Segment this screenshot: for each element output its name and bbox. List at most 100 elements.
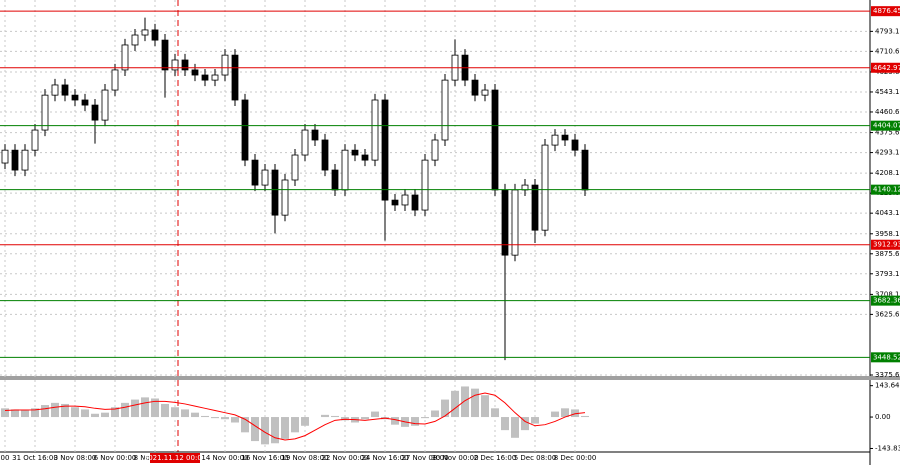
histogram-bar: [81, 409, 89, 418]
histogram-bar: [431, 410, 439, 418]
candle-body: [61, 84, 69, 96]
y-tick-label: 4460.60: [875, 108, 900, 116]
x-tick-label: 27 Nov 08:00: [401, 454, 448, 462]
candle-body: [151, 29, 159, 41]
histogram-bar: [231, 417, 239, 423]
candle-body: [111, 69, 119, 91]
histogram-bar: [581, 415, 589, 418]
candle-body: [131, 34, 139, 46]
candle-body: [41, 94, 49, 131]
histogram-bar: [241, 417, 249, 433]
y-tick-label: 4208.10: [875, 169, 900, 177]
candle-body: [301, 129, 309, 156]
candle-body: [361, 154, 369, 161]
y-tick-label: 4293.10: [875, 149, 900, 157]
histogram-bar: [301, 417, 309, 426]
x-tick-label: 30 Nov 00:00: [431, 454, 478, 462]
candle-body: [191, 69, 199, 76]
histogram-bar: [141, 397, 149, 418]
level-label-box: [871, 352, 900, 363]
y-tick-label: 3708.10: [875, 290, 900, 298]
histogram-bar: [41, 405, 49, 418]
y-tick-label: 4375.60: [875, 129, 900, 137]
candle-body: [391, 199, 399, 206]
histogram-bar: [201, 415, 209, 418]
candle-body: [541, 144, 549, 231]
y-tick-label: 3958.10: [875, 230, 900, 238]
level-label: 4642.97: [873, 64, 900, 72]
histogram-bar: [391, 417, 399, 425]
candle-body: [441, 79, 449, 141]
candle-body: [571, 139, 579, 151]
level-label: 3448.52: [873, 353, 900, 361]
x-tick-label: 2 Dec 16:00: [474, 454, 517, 462]
level-label-box: [871, 6, 900, 17]
histogram-bar: [111, 407, 119, 418]
histogram-bar: [321, 414, 329, 418]
candle-body: [141, 29, 149, 36]
histogram-bar: [281, 417, 289, 439]
histogram-bar: [341, 417, 349, 421]
candle-body: [161, 39, 169, 71]
histogram-bar: [271, 417, 279, 444]
level-label: 3682.36: [873, 297, 900, 305]
candle-body: [171, 59, 179, 71]
candle-body: [401, 194, 409, 206]
x-tick-label: 3 Nov 08:00: [54, 454, 97, 462]
histogram-bar: [61, 403, 69, 418]
candle-body: [241, 99, 249, 161]
level-label: 4876.45: [873, 7, 900, 15]
candle-body: [281, 179, 289, 216]
x-tick-label: 14 Nov 00:00: [201, 454, 248, 462]
panel-separator: [0, 376, 900, 380]
y-tick-label: 143.64: [875, 382, 900, 390]
histogram-bar: [451, 390, 459, 418]
histogram-bar: [191, 412, 199, 418]
histogram-bar: [71, 407, 79, 418]
histogram-bar: [11, 409, 19, 418]
x-tick-label: 2021.11.12 00:00: [144, 454, 206, 462]
histogram-bar: [471, 388, 479, 418]
histogram-bar: [501, 417, 509, 431]
level-label: 4140.12: [873, 186, 900, 194]
histogram-bar: [51, 402, 59, 418]
y-tick-label: 4710.60: [875, 47, 900, 55]
y-tick-label: 4043.10: [875, 209, 900, 217]
level-label-box: [871, 184, 900, 195]
candle-body: [21, 149, 29, 171]
candle-body: [311, 129, 319, 141]
candle-body: [531, 184, 539, 231]
histogram-bar: [441, 399, 449, 418]
histogram-bar: [251, 417, 259, 442]
level-label-box: [871, 295, 900, 306]
x-tick-label: 00: [1, 454, 10, 462]
level-label-box: [871, 239, 900, 250]
candle-body: [561, 134, 569, 141]
histogram-bar: [171, 407, 179, 418]
histogram-bar: [211, 417, 219, 419]
x-tick-label: 19 Nov 08:00: [281, 454, 328, 462]
candle-body: [221, 54, 229, 76]
candle-body: [501, 189, 509, 256]
signal-line: [4, 392, 586, 441]
y-tick-label: 3793.10: [875, 270, 900, 278]
y-tick-label: 3625.60: [875, 310, 900, 318]
histogram-bar: [361, 417, 369, 420]
candle-body: [331, 169, 339, 191]
y-tick-label: 0.00: [875, 413, 891, 421]
candle-body: [51, 84, 59, 96]
histogram-bar: [551, 411, 559, 418]
histogram-bar: [511, 417, 519, 438]
y-tick-label: 4543.10: [875, 88, 900, 96]
y-tick-label: -143.838: [875, 444, 900, 452]
candle-body: [341, 149, 349, 191]
level-label-box: [871, 120, 900, 131]
candle-body: [31, 129, 39, 151]
histogram-bar: [461, 386, 469, 418]
candle-body: [71, 94, 79, 101]
histogram-bar: [371, 411, 379, 418]
histogram-bar: [31, 408, 39, 418]
candle-body: [181, 59, 189, 71]
